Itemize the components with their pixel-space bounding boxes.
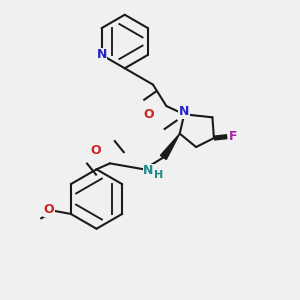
Text: O: O <box>90 144 101 158</box>
Polygon shape <box>160 134 180 160</box>
Text: H: H <box>154 170 163 180</box>
Text: N: N <box>143 164 154 177</box>
Text: O: O <box>44 203 54 216</box>
Text: N: N <box>96 48 107 62</box>
Text: F: F <box>229 130 238 143</box>
Text: O: O <box>143 108 154 121</box>
Text: N: N <box>179 106 189 118</box>
